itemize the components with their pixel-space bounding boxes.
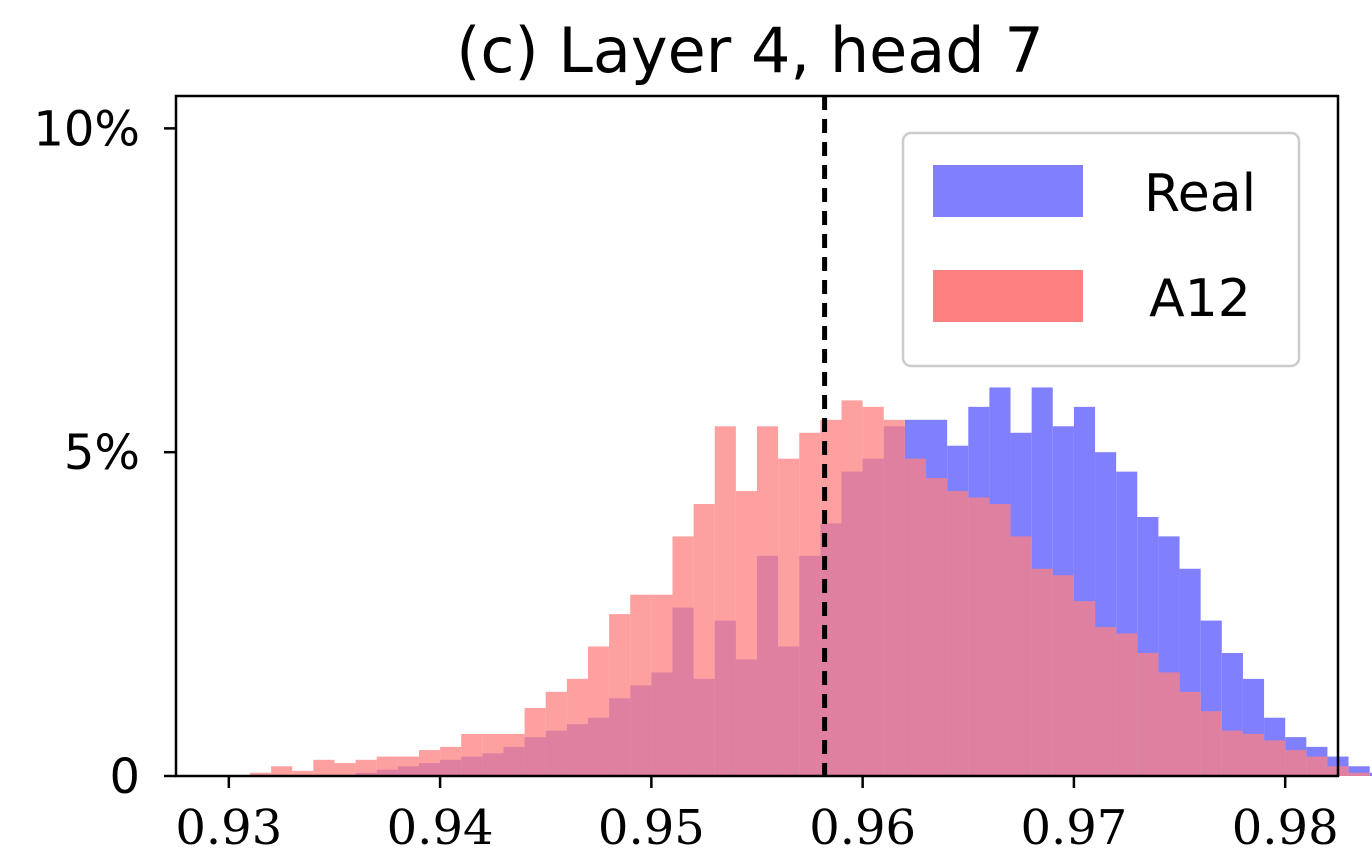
histogram-bars — [249, 387, 1372, 776]
bar-a12 — [1285, 750, 1307, 776]
bar-a12 — [545, 691, 567, 776]
bar-a12 — [587, 646, 610, 776]
bar-a12 — [1221, 730, 1243, 776]
bar-a12 — [693, 504, 715, 776]
bar-a12 — [778, 458, 800, 776]
legend-swatch-a12 — [933, 270, 1083, 322]
x-tick-label: 0.96 — [809, 800, 916, 855]
bar-a12 — [862, 406, 884, 776]
x-tick-label: 0.97 — [1020, 800, 1127, 855]
bar-a12 — [461, 733, 483, 776]
bar-real — [1369, 772, 1372, 776]
x-tick-label: 0.98 — [1232, 800, 1339, 855]
bar-a12 — [292, 770, 314, 776]
legend: Real A12 — [901, 131, 1301, 368]
bar-a12 — [1095, 627, 1117, 776]
bar-a12 — [334, 763, 356, 776]
bar-a12 — [926, 478, 948, 776]
bar-a12 — [397, 756, 419, 776]
bar-a12 — [651, 594, 673, 776]
bar-a12 — [1116, 633, 1138, 776]
bar-a12 — [313, 759, 335, 776]
bar-a12 — [440, 746, 462, 776]
bar-a12 — [820, 419, 842, 776]
bar-a12 — [1010, 536, 1032, 776]
bar-a12 — [947, 491, 969, 776]
bar-real — [1348, 766, 1370, 776]
bar-a12 — [757, 426, 779, 776]
bar-a12 — [841, 400, 863, 776]
bar-a12 — [799, 432, 821, 776]
bar-a12 — [904, 458, 927, 776]
bar-a12 — [672, 536, 694, 776]
bar-a12 — [714, 426, 736, 776]
chart-title: (c) Layer 4, head 7 — [456, 14, 1044, 87]
bar-a12 — [609, 614, 631, 776]
x-tick-label: 0.95 — [598, 800, 705, 855]
bar-a12 — [735, 491, 757, 776]
bar-a12 — [271, 766, 293, 776]
bar-a12 — [482, 733, 504, 776]
y-tick-label: 10% — [33, 101, 140, 157]
bar-a12 — [566, 678, 588, 776]
plot-frame — [174, 94, 1340, 778]
bar-a12 — [1052, 575, 1074, 776]
bar-a12 — [1158, 672, 1180, 776]
bar-a12 — [1179, 691, 1201, 776]
bar-a12 — [1031, 568, 1053, 776]
bar-a12 — [524, 708, 546, 776]
bar-a12 — [1306, 756, 1328, 776]
y-tick-label: 5% — [64, 425, 140, 481]
axes: 0 5% 10% 0.93 0.94 0.95 0.96 0.97 0.98 — [33, 101, 1338, 855]
bar-a12 — [968, 497, 990, 776]
bar-a12 — [1264, 740, 1286, 776]
bar-a12 — [630, 594, 652, 776]
bar-a12 — [883, 419, 905, 776]
bar-a12 — [1348, 772, 1370, 776]
bar-a12 — [1137, 652, 1159, 776]
bar-a12 — [1073, 601, 1096, 776]
x-tick-label: 0.94 — [387, 800, 494, 855]
y-tick-label: 0 — [109, 749, 140, 805]
bar-a12 — [503, 733, 525, 776]
series-a12 — [249, 400, 1370, 776]
legend-label-real: Real — [1144, 164, 1256, 224]
bar-a12 — [1200, 711, 1222, 776]
bar-a12 — [1242, 733, 1265, 776]
legend-label-a12: A12 — [1149, 269, 1251, 329]
bar-a12 — [355, 759, 377, 776]
legend-swatch-real — [933, 165, 1083, 217]
bar-a12 — [418, 750, 441, 776]
x-tick-label: 0.93 — [175, 800, 282, 855]
bar-a12 — [989, 504, 1011, 776]
bar-a12 — [249, 772, 272, 776]
bar-a12 — [376, 756, 398, 776]
